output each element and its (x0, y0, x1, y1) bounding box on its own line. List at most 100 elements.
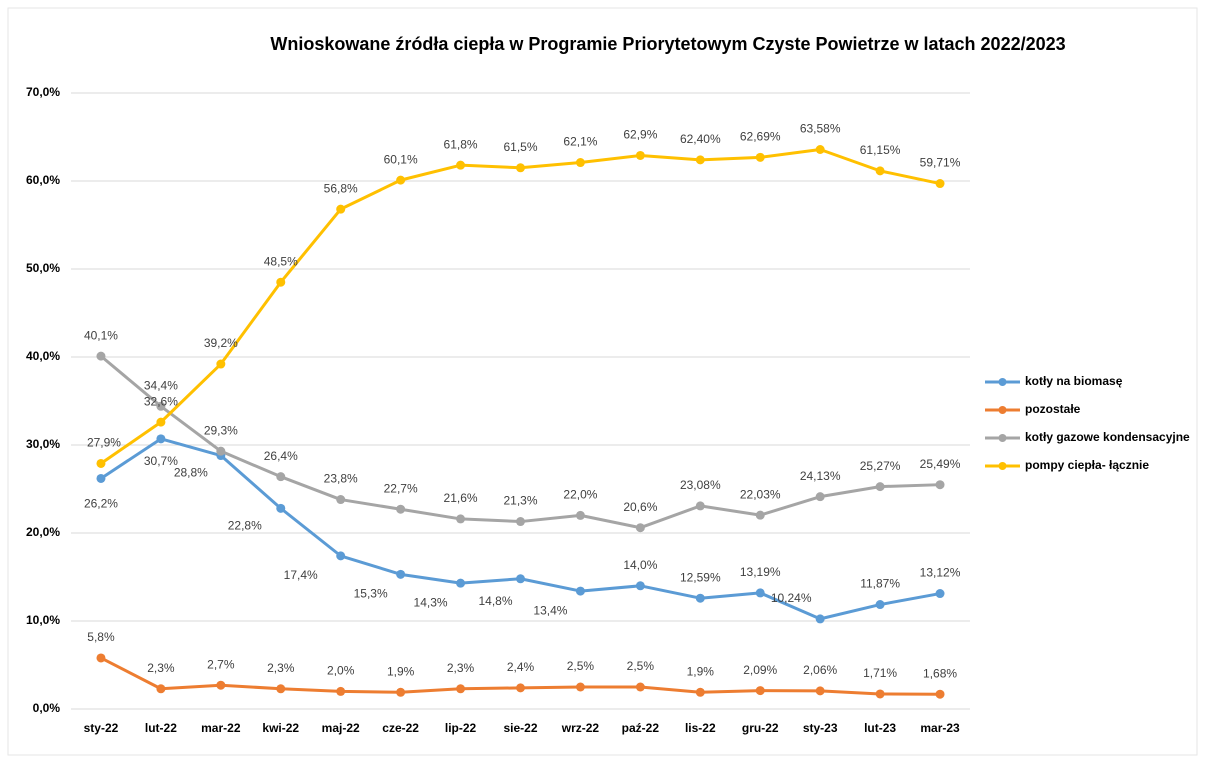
y-tick-label: 40,0% (26, 349, 60, 363)
x-tick-label: lis-22 (685, 721, 716, 735)
data-point (815, 492, 825, 502)
x-tick-label: sie-22 (503, 721, 537, 735)
data-point (755, 588, 765, 598)
data-point (935, 589, 945, 599)
data-point (635, 682, 645, 692)
data-label: 20,6% (623, 500, 657, 514)
data-label: 1,71% (863, 666, 897, 680)
data-point (396, 504, 406, 514)
data-label: 22,7% (384, 481, 418, 495)
data-label: 14,0% (623, 558, 657, 572)
data-point (96, 473, 106, 483)
chart-title: Wnioskowane źródła ciepła w Programie Pr… (270, 34, 1065, 54)
data-label: 2,7% (207, 657, 235, 671)
data-point (276, 277, 286, 287)
legend-label: pozostałe (1025, 402, 1081, 416)
data-point (96, 351, 106, 361)
data-label: 61,15% (860, 143, 901, 157)
data-label: 2,3% (267, 661, 295, 675)
data-label: 40,1% (84, 328, 118, 342)
data-point (875, 689, 885, 699)
data-label: 24,13% (800, 469, 841, 483)
data-label: 14,8% (478, 594, 512, 608)
data-label: 1,9% (687, 664, 715, 678)
data-point (815, 144, 825, 154)
data-point (875, 166, 885, 176)
data-point (695, 155, 705, 165)
data-point (755, 510, 765, 520)
x-tick-label: gru-22 (742, 721, 779, 735)
data-label: 21,3% (503, 494, 537, 508)
x-tick-label: wrz-22 (561, 721, 600, 735)
data-label: 15,3% (354, 587, 388, 601)
data-label: 30,7% (144, 454, 178, 468)
data-label: 25,27% (860, 459, 901, 473)
x-tick-label: maj-22 (322, 721, 360, 735)
data-label: 2,3% (147, 661, 175, 675)
data-point (96, 653, 106, 663)
data-point (456, 684, 466, 694)
data-label: 63,58% (800, 122, 841, 136)
data-label: 61,8% (444, 137, 478, 151)
x-tick-label: mar-22 (201, 721, 241, 735)
data-point (635, 581, 645, 591)
data-point (96, 458, 106, 468)
data-point (276, 472, 286, 482)
y-tick-label: 10,0% (26, 613, 60, 627)
data-point (516, 517, 525, 527)
data-label: 23,08% (680, 478, 721, 492)
data-point (695, 593, 705, 603)
data-label: 5,8% (87, 630, 115, 644)
legend-label: pompy ciepła- łącznie (1025, 458, 1149, 472)
data-label: 1,68% (923, 666, 957, 680)
legend-marker (998, 406, 1007, 414)
y-tick-label: 50,0% (26, 261, 60, 275)
data-point (336, 551, 346, 561)
data-point (695, 501, 705, 511)
data-label: 21,6% (444, 491, 478, 505)
y-tick-label: 0,0% (33, 701, 61, 715)
data-label: 56,8% (324, 181, 358, 195)
legend-label: kotły na biomasę (1025, 374, 1123, 388)
data-point (935, 480, 945, 490)
data-label: 12,59% (680, 570, 721, 584)
data-label: 26,2% (84, 497, 118, 511)
data-point (755, 152, 765, 162)
data-label: 34,4% (144, 378, 178, 392)
data-label: 62,1% (563, 135, 597, 149)
data-label: 2,09% (743, 663, 777, 677)
data-point (575, 586, 585, 596)
data-point (156, 434, 166, 444)
data-point (575, 158, 585, 168)
x-tick-label: lut-22 (145, 721, 177, 735)
data-label: 59,71% (920, 156, 961, 170)
data-point (815, 686, 825, 696)
data-label: 22,03% (740, 487, 781, 501)
data-label: 13,19% (740, 565, 781, 579)
y-tick-label: 70,0% (26, 85, 60, 99)
data-label: 22,0% (563, 488, 597, 502)
data-label: 13,12% (920, 566, 961, 580)
legend-label: kotły gazowe kondensacyjne (1025, 430, 1190, 444)
x-tick-label: lip-22 (445, 721, 477, 735)
data-label: 11,87% (860, 577, 900, 591)
data-point (456, 578, 466, 588)
y-tick-label: 30,0% (26, 437, 60, 451)
data-point (156, 417, 166, 427)
data-label: 26,4% (264, 449, 298, 463)
data-point (695, 687, 705, 697)
data-label: 2,5% (567, 659, 595, 673)
data-label: 2,5% (627, 659, 655, 673)
data-point (755, 686, 765, 696)
data-point (815, 614, 825, 624)
data-label: 14,3% (414, 595, 448, 609)
x-tick-label: paź-22 (622, 721, 660, 735)
data-label: 62,69% (740, 129, 781, 143)
data-point (216, 680, 226, 690)
data-point (216, 359, 226, 369)
data-point (216, 446, 226, 456)
data-point (276, 503, 286, 513)
data-label: 25,49% (920, 457, 961, 471)
data-label: 61,5% (503, 140, 537, 154)
